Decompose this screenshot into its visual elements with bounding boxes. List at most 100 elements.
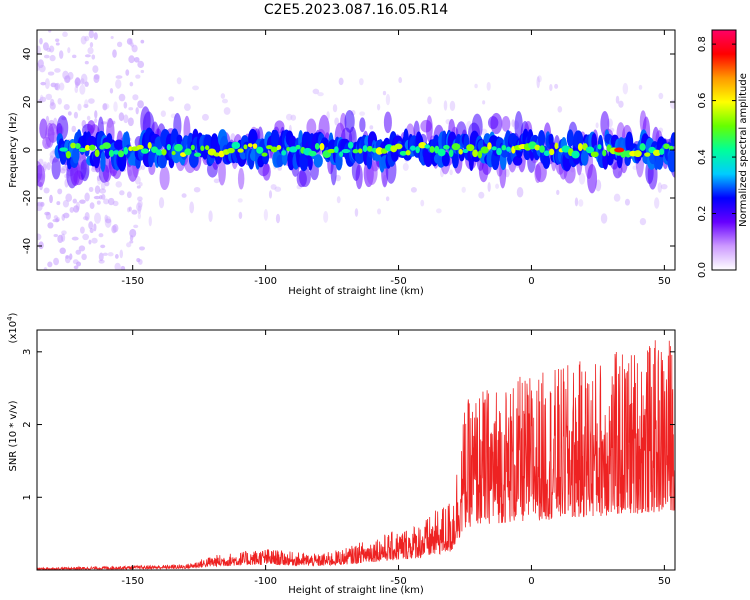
spectrogram-panel: -150 -100 -50 0 50 -40 -20 0 20 40 Height of str… [8,29,676,297]
spectral-speckle [312,88,320,95]
colorbar: 0.0 0.2 0.4 0.6 0.8 Normalized spectral ampl… [697,29,749,278]
spectral-peak [327,148,336,154]
spectral-speckle [74,77,82,86]
spectral-core [176,134,183,145]
spectral-speckle [478,191,485,199]
spectral-speckle [285,113,293,121]
spectral-speckle [449,100,456,112]
spectral-speckle [46,162,51,171]
spectral-speckle [615,95,620,104]
spectral-peak [256,146,264,154]
spectral-speckle [119,190,125,196]
spectral-speckle [53,215,59,220]
x-tick-label: 50 [658,576,671,587]
spectral-speckle [49,102,56,110]
spectral-speckle [63,212,70,219]
spectral-peak [506,146,511,152]
spectral-speckle [536,76,540,89]
spectral-core [580,149,589,166]
spectral-speckle [88,221,94,230]
spectral-speckle [60,233,66,242]
spectral-core [113,139,124,150]
spectral-speckle [382,90,387,96]
spectral-speckle [600,213,608,224]
spectral-peak [184,148,192,156]
spectral-core [72,145,80,164]
y-tick-label: 0 [22,147,33,153]
spectral-peak [341,148,351,154]
spectral-speckle [660,183,668,190]
spectral-peak [171,150,176,156]
spectral-speckle [73,111,79,119]
spectral-speckle [43,54,50,59]
spectral-speckle [88,30,94,39]
spectral-speckle [486,81,491,91]
spectrogram-y-axis: -40 -20 0 20 40 [22,48,675,254]
spectral-peak [590,151,599,158]
spectral-speckle [91,237,98,244]
spectral-peak [548,148,555,156]
spectral-speckle [83,103,89,108]
spectral-speckle [554,83,559,89]
spectral-speckle [64,75,71,83]
spectral-speckle [56,201,61,206]
spectral-speckle [67,111,72,116]
spectral-speckle [129,81,134,87]
spectral-speckle [37,201,44,207]
x-tick-label: -100 [254,576,277,587]
spectral-speckle [126,207,131,213]
spectral-peak [166,143,172,151]
spectral-speckle [657,182,663,193]
spectral-peak [366,145,373,152]
spectral-speckle [443,100,448,111]
spectral-speckle [125,69,130,76]
spectral-speckle [96,200,101,205]
spectral-speckle [78,245,86,252]
spectral-speckle [94,118,98,124]
spectral-peak [458,148,463,155]
spectral-speckle [47,71,55,76]
spectral-speckle [578,199,584,207]
spectral-speckle [114,254,119,259]
figure-title: C2E5.2023.087.16.05.R14 [263,2,449,18]
spectral-speckle [114,262,121,270]
spectral-core [262,149,270,165]
spectral-speckle [129,240,134,244]
spectral-peak [319,143,325,151]
snr-x-axis: -150 -100 -50 0 50 [121,330,671,587]
spectral-peak [487,142,492,150]
spectral-speckle [131,44,138,53]
spectral-peak [75,143,81,150]
spectral-core [276,154,284,168]
spectral-speckle [385,93,391,106]
spectral-speckle [189,201,195,214]
spectral-peak [347,141,354,149]
spectral-peak [571,150,580,159]
spectral-peak [108,149,115,157]
spectral-speckle [39,94,44,104]
spectral-speckle [84,99,89,109]
spectral-halo [490,112,503,135]
spectral-speckle [69,207,75,213]
spectral-speckle [61,230,67,235]
spectral-peak [266,145,273,150]
spectral-speckle [82,233,90,241]
spectral-speckle [461,186,466,193]
spectral-peak [102,142,111,150]
spectral-speckle [549,83,553,92]
spectral-peak [339,151,344,157]
spectral-speckle [618,100,624,108]
spectral-speckle [48,45,55,53]
spectral-peak [472,149,478,158]
spectral-peak [424,144,431,149]
spectral-speckle [80,35,87,45]
spectral-speckle [208,210,213,223]
spectral-speckle [49,54,56,62]
spectral-speckle [137,212,142,220]
spectral-speckle [104,216,112,228]
spectral-speckle [93,195,101,200]
spectral-speckle [622,82,629,95]
spectral-speckle [220,93,226,99]
spectral-speckle [55,217,60,222]
spectral-peak [644,152,651,157]
